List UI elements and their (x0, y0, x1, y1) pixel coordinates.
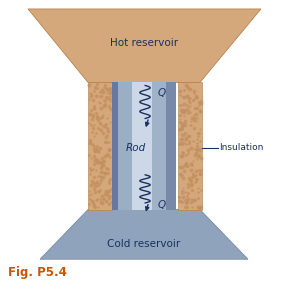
Bar (112, 82, 118, 210)
Text: Rod: Rod (126, 143, 146, 153)
Text: Fig. P5.4: Fig. P5.4 (8, 266, 67, 278)
Bar (132, 82, 152, 210)
Bar (152, 82, 166, 210)
Text: Hot reservoir: Hot reservoir (110, 38, 178, 48)
Polygon shape (40, 210, 248, 259)
Bar (88, 82, 112, 210)
Bar (178, 82, 202, 210)
Text: Cold reservoir: Cold reservoir (108, 239, 181, 249)
Polygon shape (28, 9, 261, 82)
Bar (166, 82, 176, 210)
Text: Insulation: Insulation (219, 143, 264, 152)
Text: $Q$: $Q$ (157, 198, 166, 211)
Bar (118, 82, 132, 210)
Text: $Q$: $Q$ (157, 86, 166, 99)
